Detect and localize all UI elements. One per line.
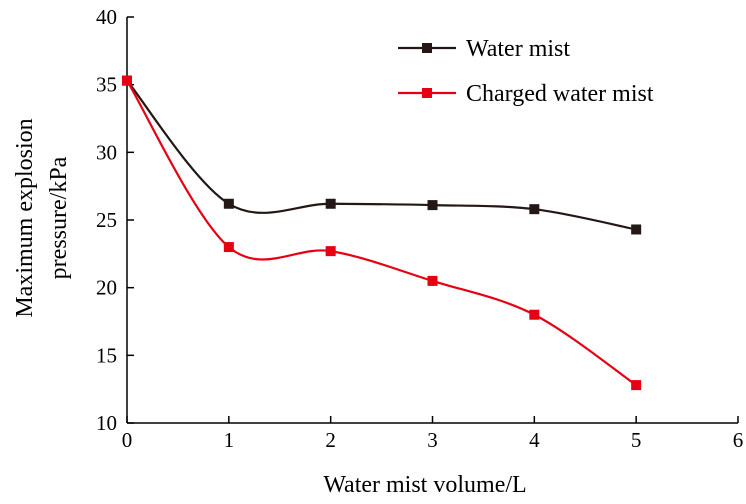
data-point-0 xyxy=(325,198,336,209)
series-layer xyxy=(122,75,642,391)
x-tick-label: 5 xyxy=(631,428,642,452)
data-point-1 xyxy=(223,242,234,253)
x-tick-label: 3 xyxy=(427,428,438,452)
legend: Water mist Charged water mist xyxy=(398,36,654,107)
data-point-1 xyxy=(427,275,438,286)
y-tick-label: 40 xyxy=(96,5,117,29)
data-point-0 xyxy=(223,198,234,209)
x-tick-label: 2 xyxy=(325,428,336,452)
data-point-0 xyxy=(631,224,642,235)
y-tick-label: 25 xyxy=(96,208,117,232)
x-tick-label: 4 xyxy=(529,428,540,452)
y-tick-label: 10 xyxy=(96,411,117,435)
data-point-1 xyxy=(631,380,642,391)
y-tick-label: 15 xyxy=(96,343,117,367)
series-line-0 xyxy=(126,79,637,231)
ticks: 0 1 2 3 4 5 6 10 15 20 25 30 35 40 xyxy=(96,5,743,452)
y-axis-title-line-2: pressure/kPa xyxy=(46,156,72,279)
data-point-1 xyxy=(122,75,132,86)
y-tick-label: 20 xyxy=(96,276,117,300)
y-tick-label: 35 xyxy=(96,73,117,97)
series-line-1 xyxy=(126,80,637,387)
legend-marker-0 xyxy=(422,43,432,53)
x-tick-label: 6 xyxy=(733,428,744,452)
legend-label-0: Water mist xyxy=(466,36,570,62)
data-point-1 xyxy=(325,246,336,257)
x-tick-label: 1 xyxy=(224,428,235,452)
data-point-1 xyxy=(529,309,540,320)
legend-label-1: Charged water mist xyxy=(466,81,654,107)
y-tick-label: 30 xyxy=(96,140,117,164)
legend-marker-1 xyxy=(422,88,432,98)
axes xyxy=(126,17,738,424)
x-tick-label: 0 xyxy=(122,428,133,452)
data-point-0 xyxy=(427,200,438,211)
y-axis-title-line-1: Maximum explosion xyxy=(12,118,38,317)
data-point-0 xyxy=(529,204,540,215)
x-axis-title: Water mist volume/L xyxy=(323,472,526,498)
